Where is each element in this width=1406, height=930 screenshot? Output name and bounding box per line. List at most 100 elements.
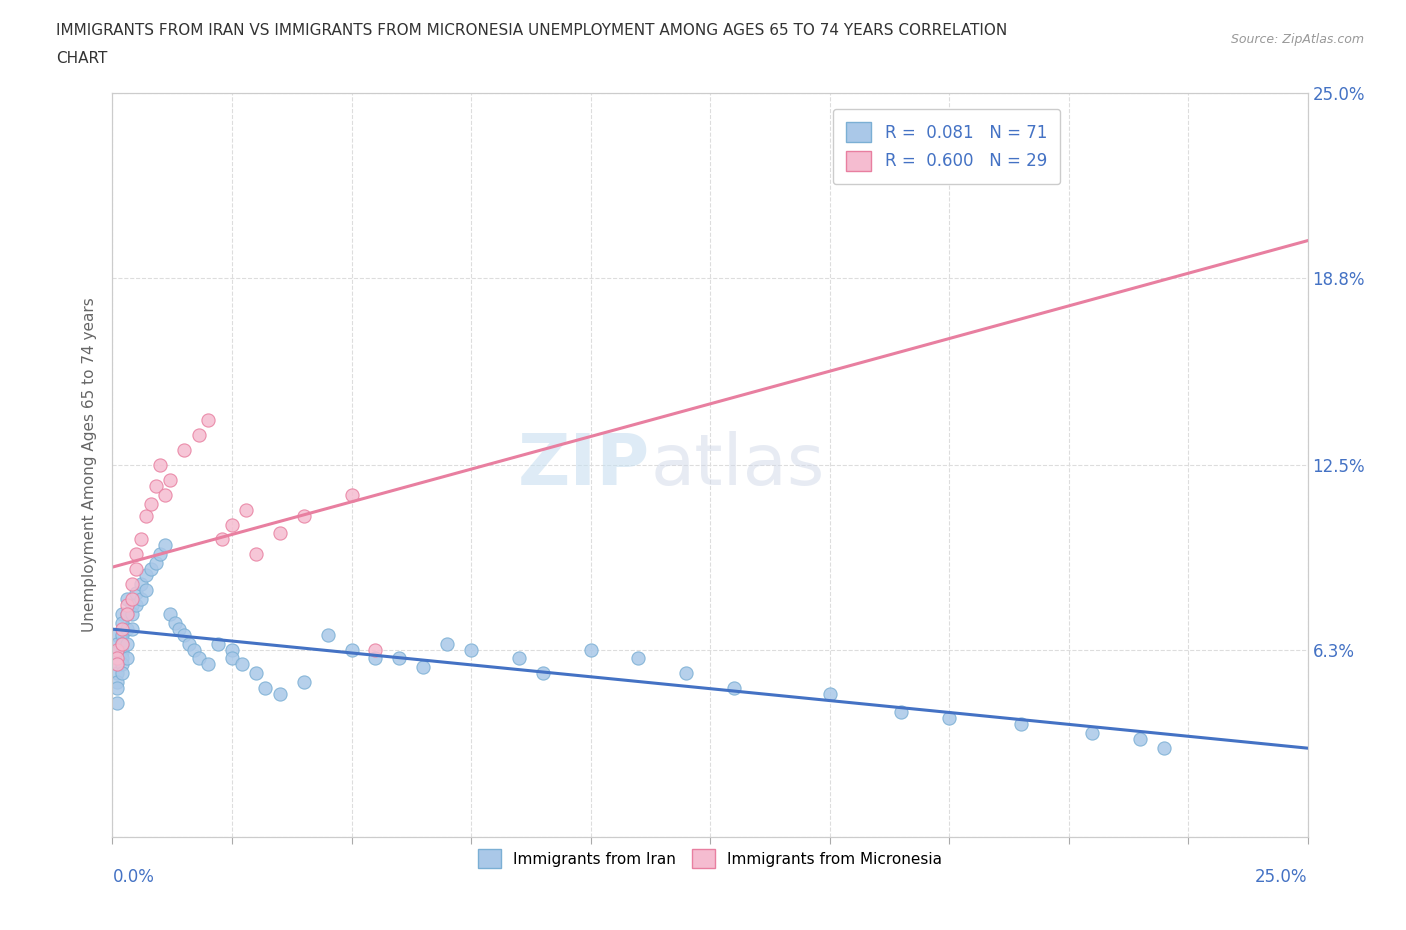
Point <box>245 547 267 562</box>
Point <box>105 696 128 711</box>
Point <box>115 591 138 606</box>
Point <box>269 526 291 541</box>
Point <box>169 621 191 636</box>
Text: 25.0%: 25.0% <box>1256 868 1308 885</box>
Point <box>105 651 128 666</box>
Point <box>1010 716 1032 731</box>
Point <box>245 666 267 681</box>
Y-axis label: Unemployment Among Ages 65 to 74 years: Unemployment Among Ages 65 to 74 years <box>82 298 97 632</box>
Point <box>159 472 181 487</box>
Point <box>388 651 411 666</box>
Point <box>111 627 134 642</box>
Text: 0.0%: 0.0% <box>112 868 155 885</box>
Point <box>115 606 138 621</box>
Point <box>105 645 128 660</box>
Point <box>121 597 143 612</box>
Point <box>1153 740 1175 755</box>
Point <box>125 562 148 577</box>
Point <box>125 597 148 612</box>
Point <box>105 681 128 696</box>
Point <box>177 636 200 651</box>
Point <box>153 487 176 502</box>
Point <box>115 597 138 612</box>
Point <box>129 532 152 547</box>
Point <box>111 606 134 621</box>
Point <box>211 532 233 547</box>
Point <box>105 636 128 651</box>
Point <box>159 606 181 621</box>
Point <box>221 651 243 666</box>
Text: atlas: atlas <box>651 431 825 499</box>
Point <box>340 487 363 502</box>
Point <box>460 642 482 657</box>
Point <box>723 681 745 696</box>
Point <box>111 666 134 681</box>
Point <box>207 636 229 651</box>
Point <box>139 562 162 577</box>
Point <box>105 627 128 642</box>
Text: CHART: CHART <box>56 51 108 66</box>
Point <box>364 651 387 666</box>
Point <box>135 582 157 597</box>
Point <box>163 616 186 631</box>
Point <box>412 660 434 675</box>
Point <box>115 606 138 621</box>
Point <box>235 502 257 517</box>
Point <box>111 636 134 651</box>
Point <box>111 645 134 660</box>
Point <box>145 556 167 571</box>
Point <box>436 636 458 651</box>
Text: IMMIGRANTS FROM IRAN VS IMMIGRANTS FROM MICRONESIA UNEMPLOYMENT AMONG AGES 65 TO: IMMIGRANTS FROM IRAN VS IMMIGRANTS FROM … <box>56 23 1008 38</box>
Point <box>153 538 176 552</box>
Point <box>340 642 363 657</box>
Point <box>316 627 339 642</box>
Point <box>105 657 128 671</box>
Point <box>890 705 912 720</box>
Point <box>111 657 134 671</box>
Point <box>125 586 148 601</box>
Point <box>579 642 602 657</box>
Point <box>121 621 143 636</box>
Point <box>364 642 387 657</box>
Point <box>269 686 291 701</box>
Point <box>197 657 219 671</box>
Point <box>111 651 134 666</box>
Point <box>292 508 315 523</box>
Point <box>139 497 162 512</box>
Point <box>183 642 205 657</box>
Point <box>121 606 143 621</box>
Point <box>105 657 128 671</box>
Point <box>1081 725 1104 740</box>
Point <box>105 642 128 657</box>
Point <box>105 675 128 690</box>
Point <box>675 666 697 681</box>
Point <box>149 547 172 562</box>
Point <box>111 621 134 636</box>
Point <box>173 443 195 458</box>
Point <box>231 657 253 671</box>
Point <box>115 636 138 651</box>
Point <box>221 642 243 657</box>
Point <box>938 711 960 725</box>
Point <box>111 636 134 651</box>
Point <box>187 428 209 443</box>
Text: ZIP: ZIP <box>517 431 651 499</box>
Point <box>508 651 530 666</box>
Point <box>115 651 138 666</box>
Point <box>115 621 138 636</box>
Legend: R =  0.081   N = 71, R =  0.600   N = 29: R = 0.081 N = 71, R = 0.600 N = 29 <box>832 109 1060 184</box>
Point <box>187 651 209 666</box>
Point <box>145 478 167 493</box>
Point <box>121 591 143 606</box>
Point <box>129 591 152 606</box>
Text: Source: ZipAtlas.com: Source: ZipAtlas.com <box>1230 33 1364 46</box>
Point <box>627 651 650 666</box>
Point <box>292 675 315 690</box>
Point <box>254 681 277 696</box>
Point <box>531 666 554 681</box>
Point <box>818 686 841 701</box>
Point <box>149 458 172 472</box>
Point <box>105 651 128 666</box>
Point <box>111 616 134 631</box>
Point <box>105 666 128 681</box>
